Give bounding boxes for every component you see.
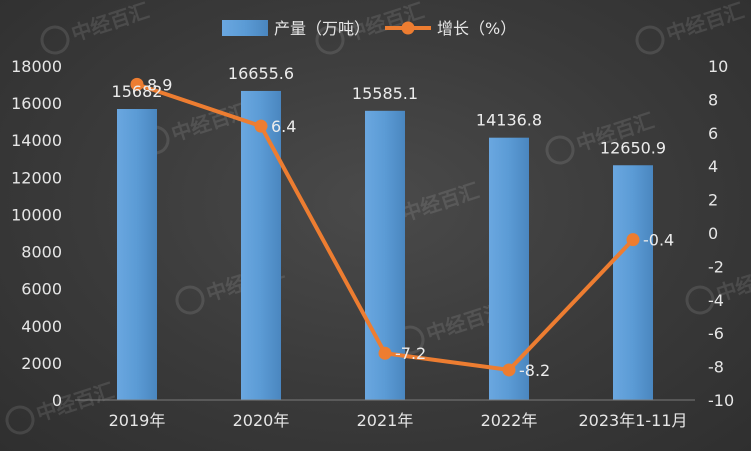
legend-item: 产量（万吨） — [222, 19, 370, 38]
bar-value-label: 14136.8 — [476, 111, 542, 130]
line-value-label: -0.4 — [643, 231, 674, 250]
right-axis-tick-label: -2 — [708, 257, 724, 276]
watermark-text: 中经百汇 — [33, 378, 117, 426]
watermark-logo — [685, 285, 715, 315]
right-axis-tick-label: 10 — [708, 57, 728, 76]
left-axis-tick-label: 16000 — [11, 94, 62, 113]
watermark-logo — [175, 285, 205, 315]
x-axis-tick-label: 2020年 — [233, 411, 290, 430]
left-axis-tick-label: 8000 — [21, 243, 62, 262]
line-value-label: -7.2 — [395, 344, 426, 363]
bar-value-label: 16655.6 — [228, 64, 294, 83]
right-axis-tick-label: 2 — [708, 191, 718, 210]
bar-value-label: 12650.9 — [600, 138, 666, 157]
line-value-label: 8.9 — [147, 75, 172, 94]
chart-legend: 产量（万吨） 增长（%） — [222, 19, 516, 38]
watermark: 中经百汇 — [545, 108, 657, 165]
line-series — [130, 77, 640, 377]
watermark-text: 中经百汇 — [398, 178, 482, 226]
legend-swatch-bar — [222, 20, 268, 36]
left-axis-tick-label: 14000 — [11, 131, 62, 150]
legend-marker — [401, 21, 415, 35]
left-axis-tick-label: 12000 — [11, 168, 62, 187]
line-point — [254, 119, 268, 133]
line-point — [502, 363, 516, 377]
left-axis: 0 2000 4000 6000 8000 10000 12000 14000 16000 180… — [11, 57, 62, 410]
bar — [241, 90, 281, 400]
left-axis-tick-label: 6000 — [21, 280, 62, 299]
left-axis-tick-label: 10000 — [11, 205, 62, 224]
bar-value-label: 15682 — [112, 82, 163, 101]
line-value-label: -8.2 — [519, 361, 550, 380]
watermark: 中经百汇 — [635, 0, 747, 55]
data-labels: 15682 16655.6 15585.1 14136.8 12650.9 8.9 6.4 -… — [112, 64, 675, 380]
watermark-logo — [5, 405, 35, 435]
bar — [613, 165, 653, 400]
bar-value-label: 15585.1 — [352, 84, 418, 103]
right-axis-tick-label: -10 — [708, 391, 734, 410]
watermark-text: 中经百汇 — [663, 0, 747, 46]
watermark-text: 中经百汇 — [168, 98, 252, 146]
watermark-text: 中经百汇 — [68, 0, 152, 46]
line-point — [130, 77, 144, 91]
x-axis-tick-label: 2021年 — [357, 411, 414, 430]
line-value-label: 6.4 — [271, 117, 296, 136]
bar — [117, 109, 157, 400]
watermark-logo — [545, 135, 575, 165]
watermark-logo — [315, 25, 345, 55]
legend-item: 增长（%） — [385, 19, 516, 38]
watermark-logo — [40, 25, 70, 55]
legend-label: 增长（%） — [437, 19, 516, 38]
x-axis-tick-label: 2022年 — [481, 411, 538, 430]
right-axis-tick-label: 6 — [708, 124, 718, 143]
x-axis-tick-label: 2019年 — [109, 411, 166, 430]
right-axis-tick-label: 4 — [708, 157, 718, 176]
right-axis: -10 -8 -6 -4 -2 0 2 4 6 8 10 — [708, 57, 734, 410]
legend-label: 产量（万吨） — [274, 19, 370, 38]
left-axis-tick-label: 4000 — [21, 317, 62, 336]
line-point — [378, 346, 392, 360]
right-axis-tick-label: -8 — [708, 358, 724, 377]
right-axis-tick-label: 0 — [708, 224, 718, 243]
right-axis-tick-label: -6 — [708, 324, 724, 343]
right-axis-tick-label: -4 — [708, 291, 724, 310]
watermark-logo — [635, 25, 665, 55]
x-axis: 2019年 2020年 2021年 2022年 2023年1-11月 — [75, 399, 695, 430]
line-point — [626, 233, 640, 247]
watermark: 中经百汇 — [40, 0, 152, 55]
left-axis-tick-label: 18000 — [11, 57, 62, 76]
right-axis-tick-label: 8 — [708, 90, 718, 109]
left-axis-tick-label: 2000 — [21, 354, 62, 373]
left-axis-tick-label: 0 — [52, 391, 62, 410]
x-axis-tick-label: 2023年1-11月 — [578, 411, 687, 430]
